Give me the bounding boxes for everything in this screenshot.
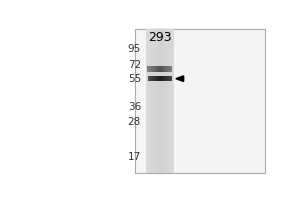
Text: 293: 293: [148, 31, 171, 44]
Text: 55: 55: [128, 74, 141, 84]
Text: 72: 72: [128, 60, 141, 70]
Text: 28: 28: [128, 117, 141, 127]
Polygon shape: [176, 76, 184, 81]
Text: 95: 95: [128, 44, 141, 54]
Text: 36: 36: [128, 102, 141, 112]
FancyBboxPatch shape: [135, 29, 266, 173]
Text: 17: 17: [128, 152, 141, 162]
FancyBboxPatch shape: [146, 29, 173, 173]
